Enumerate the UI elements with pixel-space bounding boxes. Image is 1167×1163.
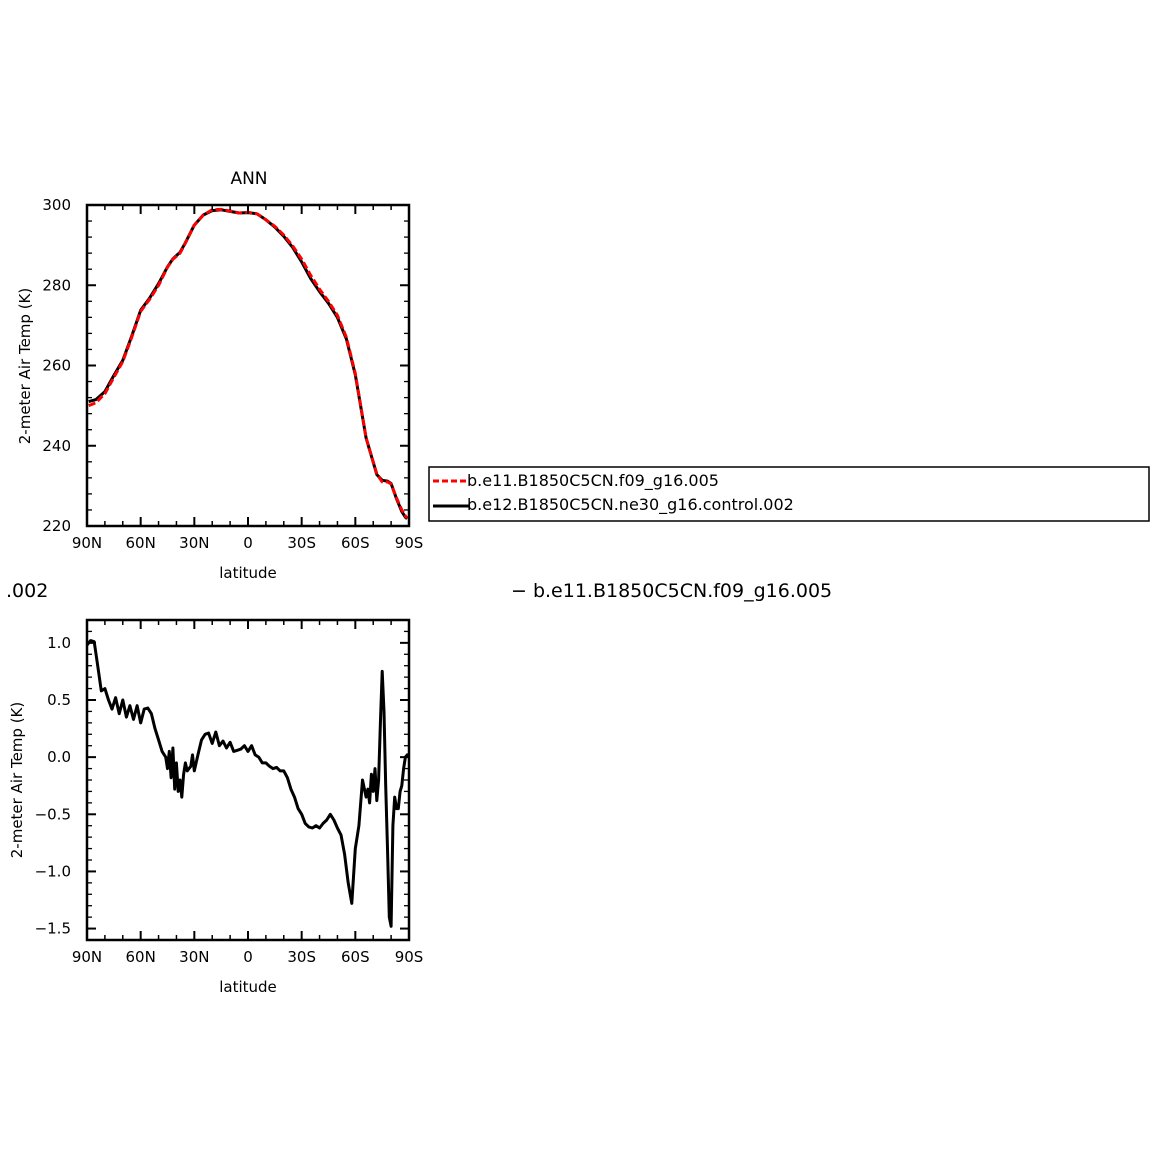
plot-frame bbox=[85, 618, 411, 942]
chart-title: ANN bbox=[230, 169, 267, 189]
y-tick-label: −0.5 bbox=[35, 805, 71, 823]
clipped-title-left: .002 bbox=[6, 580, 48, 602]
y-tick-label: 1.0 bbox=[47, 634, 71, 652]
y-tick-label: 0.5 bbox=[47, 691, 71, 709]
x-tick-label: 0 bbox=[243, 948, 253, 966]
x-axis-label: latitude bbox=[219, 978, 277, 996]
y-tick-label: 220 bbox=[42, 517, 71, 535]
y-tick-label: 0.0 bbox=[47, 748, 71, 766]
x-tick-label: 30N bbox=[179, 948, 209, 966]
legend: b.e11.B1850C5CN.f09_g16.005 b.e12.B1850C… bbox=[428, 466, 1150, 522]
tick-group: 90N 60N 30N 0 30S 60S 90S 220 240 260 280 300 bbox=[42, 196, 423, 552]
x-tick-label: 0 bbox=[243, 534, 253, 552]
tick-group: 90N 60N 30N 0 30S 60S 90S −1.5 −1.0 −0.5 0.0 0.5 1.0 bbox=[35, 619, 424, 966]
series-line-0 bbox=[85, 639, 411, 928]
y-tick-label: 300 bbox=[42, 196, 71, 214]
y-tick-label: 260 bbox=[42, 357, 71, 375]
panel-bottom-difference: 90N 60N 30N 0 30S 60S 90S −1.5 −1.0 −0.5 0.0 0.5 1.0… bbox=[8, 618, 424, 996]
x-tick-label: 90S bbox=[395, 948, 424, 966]
y-tick-label: 240 bbox=[42, 437, 71, 455]
panel-top-temperature: ANN 90N 60N 30N 0 30S 60S 90S 220 240 260 280 300 l… bbox=[16, 169, 423, 582]
x-tick-label: 90N bbox=[72, 534, 102, 552]
x-tick-label: 30N bbox=[179, 534, 209, 552]
x-tick-label: 60N bbox=[126, 534, 156, 552]
y-axis-label: 2-meter Air Temp (K) bbox=[8, 702, 26, 859]
clipped-title-right: − b.e11.B1850C5CN.f09_g16.005 bbox=[511, 580, 832, 602]
y-axis-label: 2-meter Air Temp (K) bbox=[16, 288, 34, 445]
x-tick-label: 60S bbox=[341, 534, 370, 552]
y-tick-label: −1.5 bbox=[35, 920, 71, 938]
series-group bbox=[85, 639, 411, 928]
x-tick-label: 30S bbox=[287, 948, 316, 966]
x-axis-label: latitude bbox=[219, 564, 277, 582]
x-tick-label: 90N bbox=[72, 948, 102, 966]
y-tick-label: −1.0 bbox=[35, 862, 71, 880]
x-tick-label: 60N bbox=[126, 948, 156, 966]
series-group bbox=[88, 207, 409, 520]
x-tick-label: 30S bbox=[287, 534, 316, 552]
y-tick-label: 280 bbox=[42, 276, 71, 294]
x-tick-label: 90S bbox=[395, 534, 424, 552]
x-tick-label: 60S bbox=[341, 948, 370, 966]
legend-label-2: b.e12.B1850C5CN.ne30_g16.control.002 bbox=[467, 495, 794, 515]
legend-label-1: b.e11.B1850C5CN.f09_g16.005 bbox=[467, 471, 719, 491]
series-line-0 bbox=[88, 207, 409, 520]
legend-box bbox=[428, 466, 1150, 522]
series-line-1 bbox=[88, 208, 409, 520]
plot-frame bbox=[85, 203, 411, 528]
